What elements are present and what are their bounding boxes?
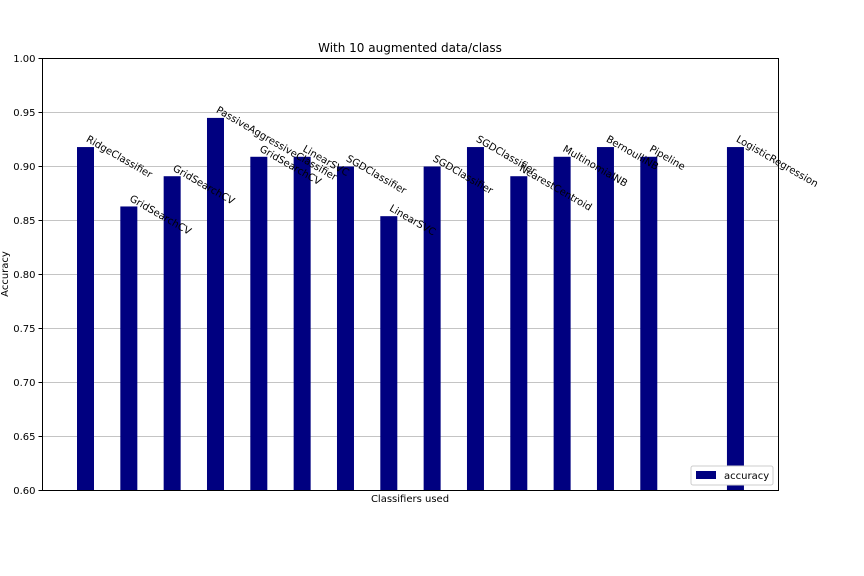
legend-swatch — [696, 471, 716, 479]
y-tick-label: 0.95 — [13, 108, 35, 119]
bar — [250, 156, 268, 491]
y-tick-label: 0.80 — [13, 270, 35, 281]
bar — [336, 166, 354, 491]
bar — [163, 176, 181, 491]
bar — [293, 156, 311, 491]
chart-title: With 10 augmented data/class — [318, 41, 502, 55]
y-tick-label: 0.65 — [13, 432, 35, 443]
y-tick-label: 0.75 — [13, 324, 35, 335]
y-axis-ticks: 0.60 0.65 0.70 0.75 0.80 0.85 0.90 0.95 1.00 — [13, 54, 43, 497]
bar — [120, 206, 138, 491]
bar — [553, 156, 571, 491]
y-tick-label: 0.70 — [13, 378, 35, 389]
bar — [640, 156, 658, 491]
legend-label: accuracy — [724, 471, 769, 482]
bar — [380, 216, 398, 491]
bar — [466, 147, 484, 491]
y-tick-label: 0.60 — [13, 486, 35, 497]
y-tick-label: 1.00 — [13, 54, 35, 65]
bar — [596, 147, 614, 491]
bar — [206, 117, 224, 491]
legend: accuracy — [690, 465, 774, 486]
y-axis-label: Accuracy — [0, 251, 11, 297]
bars — [77, 117, 744, 491]
bar — [77, 147, 94, 491]
legend-box — [690, 465, 774, 486]
bar — [423, 166, 441, 491]
y-tick-label: 0.85 — [13, 216, 35, 227]
x-axis-label: Classifiers used — [371, 494, 449, 505]
bar — [726, 147, 744, 491]
bar — [510, 176, 528, 491]
y-tick-label: 0.90 — [13, 162, 35, 173]
